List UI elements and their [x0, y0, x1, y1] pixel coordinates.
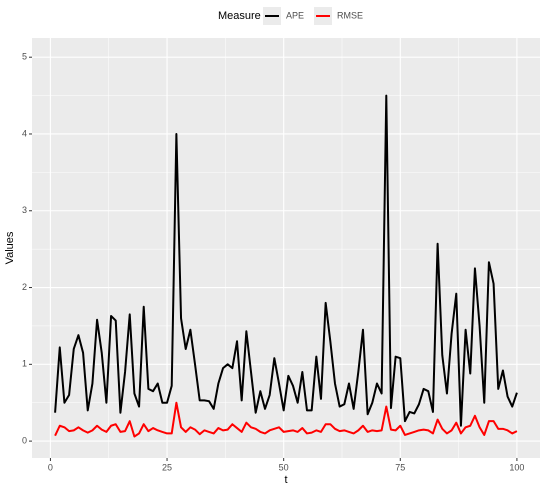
y-tick-label: 4	[22, 128, 27, 138]
y-tick-label: 5	[22, 52, 27, 62]
y-axis-label: Values	[4, 231, 16, 264]
x-tick-label: 75	[395, 462, 405, 472]
legend-label: APE	[286, 10, 304, 20]
legend: Measure APE RMSE	[218, 7, 363, 25]
y-tick-label: 0	[22, 435, 27, 445]
line	[54, 401, 518, 438]
y-tick-label: 1	[22, 359, 27, 369]
legend-label: RMSE	[337, 10, 363, 20]
line	[54, 94, 518, 427]
marks	[54, 94, 518, 438]
grid	[32, 38, 540, 458]
x-tick-label: 25	[162, 462, 172, 472]
y-tick-label: 2	[22, 282, 27, 292]
x-tick-label: 50	[279, 462, 289, 472]
legend-title: Measure	[218, 10, 261, 22]
x-axis-label: t	[284, 474, 287, 486]
y-tick-label: 3	[22, 205, 27, 215]
x-tick-label: 100	[509, 462, 524, 472]
x-tick-label: 0	[48, 462, 53, 472]
